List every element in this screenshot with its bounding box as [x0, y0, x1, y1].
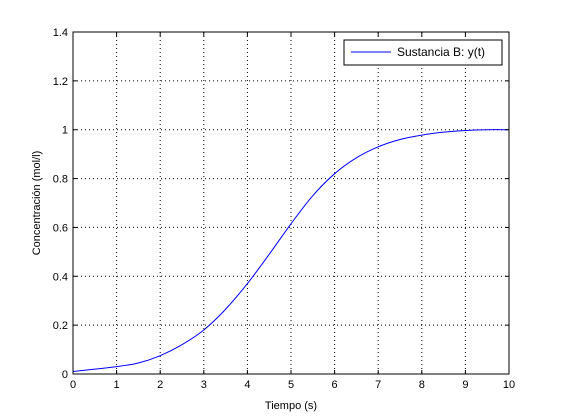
legend: Sustancia B: y(t) [343, 39, 503, 66]
x-tick-labels: 0 1 2 3 4 5 6 7 8 9 10 [70, 379, 515, 391]
y-tick-label: 0.8 [53, 174, 68, 186]
plot-area [73, 32, 509, 374]
y-tick-labels: 0 0.2 0.4 0.6 0.8 1 1.2 1.4 [53, 27, 68, 381]
x-tick-label: 7 [375, 379, 381, 391]
x-tick-label: 6 [332, 379, 338, 391]
y-tick-label: 0.6 [53, 222, 68, 234]
y-tick-label: 1 [62, 125, 68, 137]
y-tick-label: 1.4 [53, 27, 68, 39]
x-tick-label: 10 [503, 379, 515, 391]
x-tick-label: 5 [288, 379, 294, 391]
tick-layer [72, 31, 510, 375]
y-tick-label: 1.2 [53, 76, 68, 88]
x-tick-label: 8 [419, 379, 425, 391]
y-tick-label: 0.2 [53, 320, 68, 332]
grid-layer [73, 32, 509, 374]
x-tick-label: 1 [114, 379, 120, 391]
series-line-sustancia-b [72, 129, 510, 373]
y-tick-label: 0.4 [53, 271, 68, 283]
y-tick-label: 0 [62, 369, 68, 381]
x-tick-label: 3 [201, 379, 207, 391]
x-tick-label: 9 [462, 379, 468, 391]
series-layer [72, 129, 510, 373]
legend-box [343, 39, 503, 66]
x-tick-label: 2 [157, 379, 163, 391]
legend-label: Sustancia B: y(t) [397, 45, 485, 59]
y-axis-label: Concentración (mol/l) [31, 151, 43, 256]
x-axis-label: Tiempo (s) [265, 400, 317, 412]
x-tick-label: 4 [244, 379, 250, 391]
x-tick-label: 0 [70, 379, 76, 391]
